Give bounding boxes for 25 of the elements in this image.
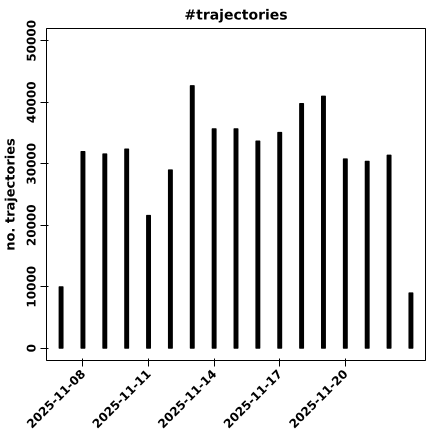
bar	[234, 128, 238, 349]
y-tick-label: 30000	[24, 142, 38, 185]
bar	[102, 153, 108, 349]
bar	[320, 96, 326, 349]
bar	[190, 85, 195, 349]
bar	[124, 148, 130, 349]
bar	[386, 154, 392, 349]
bar	[58, 286, 64, 349]
bar	[277, 132, 282, 349]
y-axis-title: no. trajectories	[4, 138, 18, 251]
bar	[80, 150, 86, 349]
bar	[299, 103, 304, 349]
y-tick-label: 50000	[24, 20, 38, 62]
y-tick-label: 20000	[24, 204, 38, 246]
bar	[408, 292, 414, 349]
bar	[168, 169, 173, 349]
bar	[255, 140, 260, 349]
chart-title: #trajectories	[184, 8, 288, 24]
bar	[342, 158, 348, 349]
y-tick-label: 0	[24, 344, 38, 352]
bar	[364, 160, 370, 349]
bar	[212, 128, 217, 349]
y-tick-label: 40000	[24, 81, 38, 124]
y-tick-label: 10000	[24, 266, 38, 308]
bar	[146, 214, 152, 349]
